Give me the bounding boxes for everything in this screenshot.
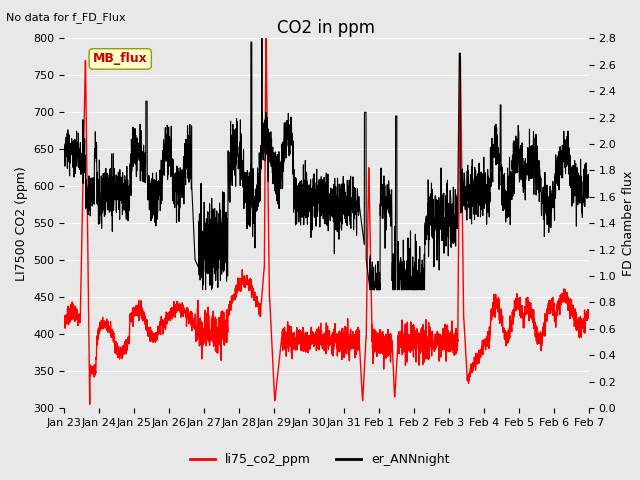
Line: er_ANNnight: er_ANNnight [64,38,589,290]
Text: MB_flux: MB_flux [93,52,148,65]
Legend: li75_co2_ppm, er_ANNnight: li75_co2_ppm, er_ANNnight [186,448,454,471]
Title: CO2 in ppm: CO2 in ppm [277,19,376,37]
Y-axis label: FD Chamber flux: FD Chamber flux [622,170,635,276]
Line: li75_co2_ppm: li75_co2_ppm [64,38,589,404]
Y-axis label: LI7500 CO2 (ppm): LI7500 CO2 (ppm) [15,166,28,281]
Text: No data for f_FD_Flux: No data for f_FD_Flux [6,12,126,23]
